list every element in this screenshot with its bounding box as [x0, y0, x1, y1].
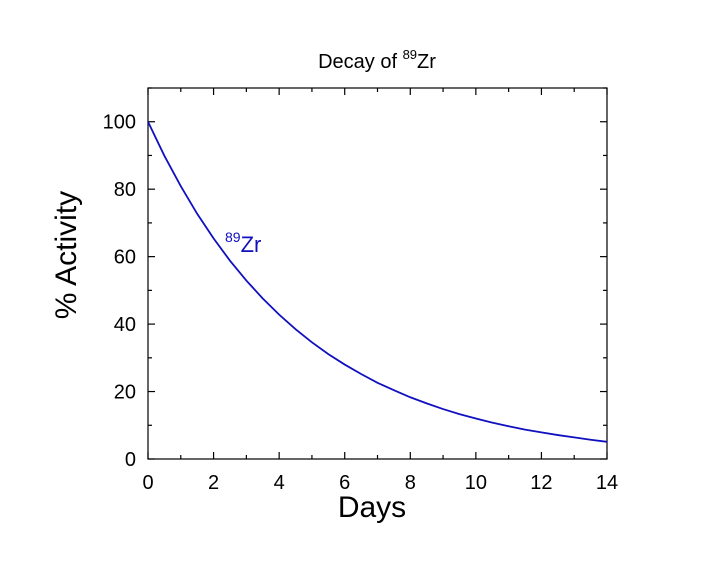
x-tick-label: 12	[530, 472, 552, 494]
x-tick-label: 0	[142, 472, 153, 494]
chart-title-element: Zr	[417, 51, 436, 73]
x-axis-title: Days	[338, 491, 406, 524]
series-label-zr89: 89Zr	[225, 229, 261, 257]
y-axis-title: % Activity	[50, 191, 83, 319]
y-tick-label: 80	[114, 179, 136, 201]
y-axis-ticks	[148, 87, 607, 460]
x-tick-label: 10	[465, 472, 487, 494]
x-tick-label: 6	[339, 472, 350, 494]
y-tick-label: 20	[114, 382, 136, 404]
y-axis-tick-labels: 0 20 40 60 80 100	[103, 112, 136, 471]
x-axis-tick-labels: 0 2 4 6 8 10 12 14	[142, 472, 618, 494]
series-label-sup: 89	[225, 229, 241, 245]
series-line-zr89	[147, 121, 608, 443]
plot-frame	[147, 87, 608, 460]
x-axis-ticks	[147, 88, 608, 459]
chart-title-sup: 89	[403, 47, 417, 62]
x-tick-label: 2	[208, 472, 219, 494]
y-tick-label: 40	[114, 314, 136, 336]
x-tick-label: 8	[405, 472, 416, 494]
series-label-element: Zr	[241, 232, 262, 257]
y-tick-label: 60	[114, 247, 136, 269]
x-tick-label: 14	[596, 472, 618, 494]
x-tick-label: 4	[274, 472, 285, 494]
chart-title-main: Decay of	[318, 51, 402, 73]
chart-title: Decay of 89Zr	[318, 47, 436, 73]
y-tick-label: 0	[125, 449, 136, 471]
y-tick-label: 100	[103, 112, 136, 134]
